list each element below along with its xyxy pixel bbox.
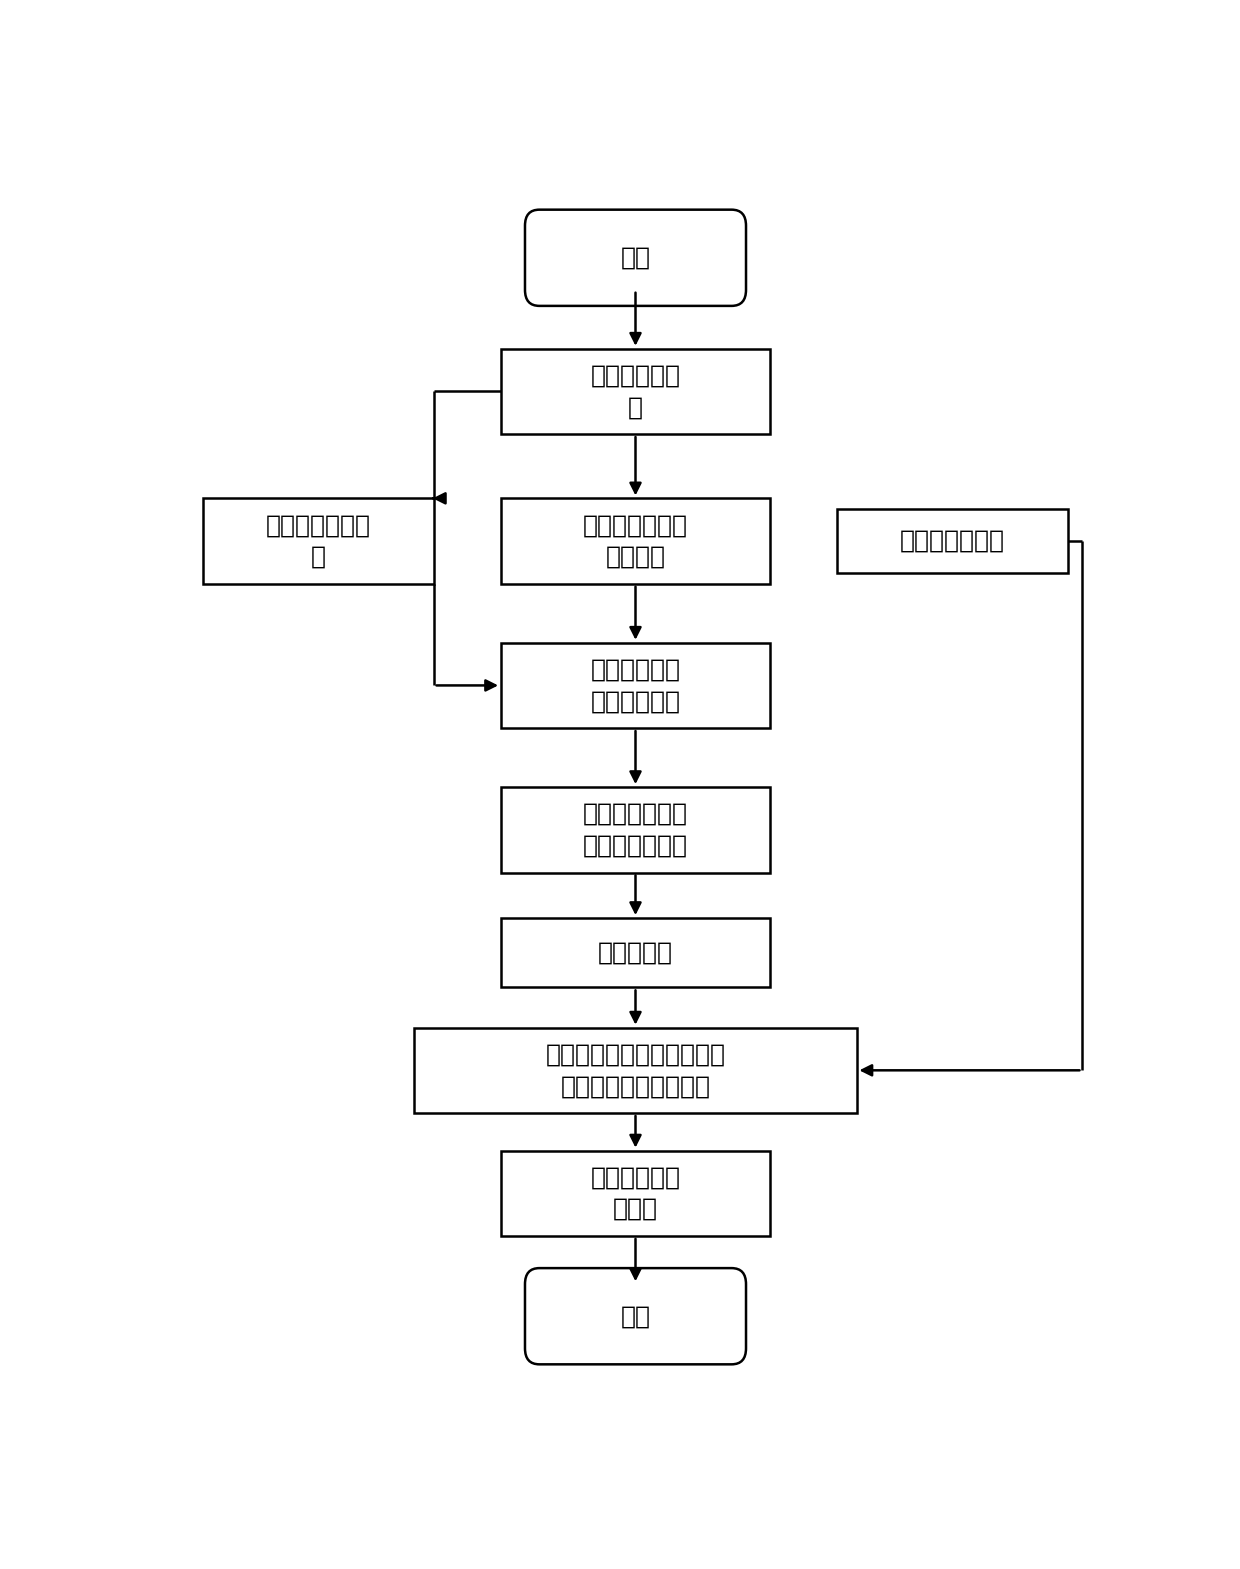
Text: 开始: 开始 <box>620 246 651 270</box>
Bar <box>203 499 434 584</box>
Text: 凸松弛技术: 凸松弛技术 <box>598 941 673 965</box>
Text: 最坏情况下的
鲁棒最小二乘: 最坏情况下的 鲁棒最小二乘 <box>590 657 681 714</box>
Text: 锁节点的到达时
间测量値: 锁节点的到达时 间测量値 <box>583 513 688 570</box>
Text: 引入一组权値，并添加惩罚
项，转化为凸优化问题: 引入一组权値，并添加惩罚 项，转化为凸优化问题 <box>546 1042 725 1098</box>
Text: 非视距链路分布: 非视距链路分布 <box>900 529 1006 554</box>
Text: 结束: 结束 <box>620 1304 651 1329</box>
FancyBboxPatch shape <box>525 1268 746 1365</box>
Bar <box>414 1028 857 1112</box>
Bar <box>501 348 770 435</box>
Text: 锁节点的位置坐
标: 锁节点的位置坐 标 <box>265 513 371 570</box>
Text: 目标节点的坐
标位置: 目标节点的坐 标位置 <box>590 1166 681 1221</box>
Bar <box>501 643 770 728</box>
Text: 引入辅助变量，
转化为非凸问题: 引入辅助变量， 转化为非凸问题 <box>583 802 688 858</box>
Bar <box>837 508 1068 573</box>
FancyBboxPatch shape <box>525 210 746 306</box>
Bar <box>501 918 770 987</box>
Bar <box>501 788 770 872</box>
Bar <box>501 1150 770 1236</box>
Text: 建立参考坐标
系: 建立参考坐标 系 <box>590 364 681 419</box>
Bar <box>501 499 770 584</box>
